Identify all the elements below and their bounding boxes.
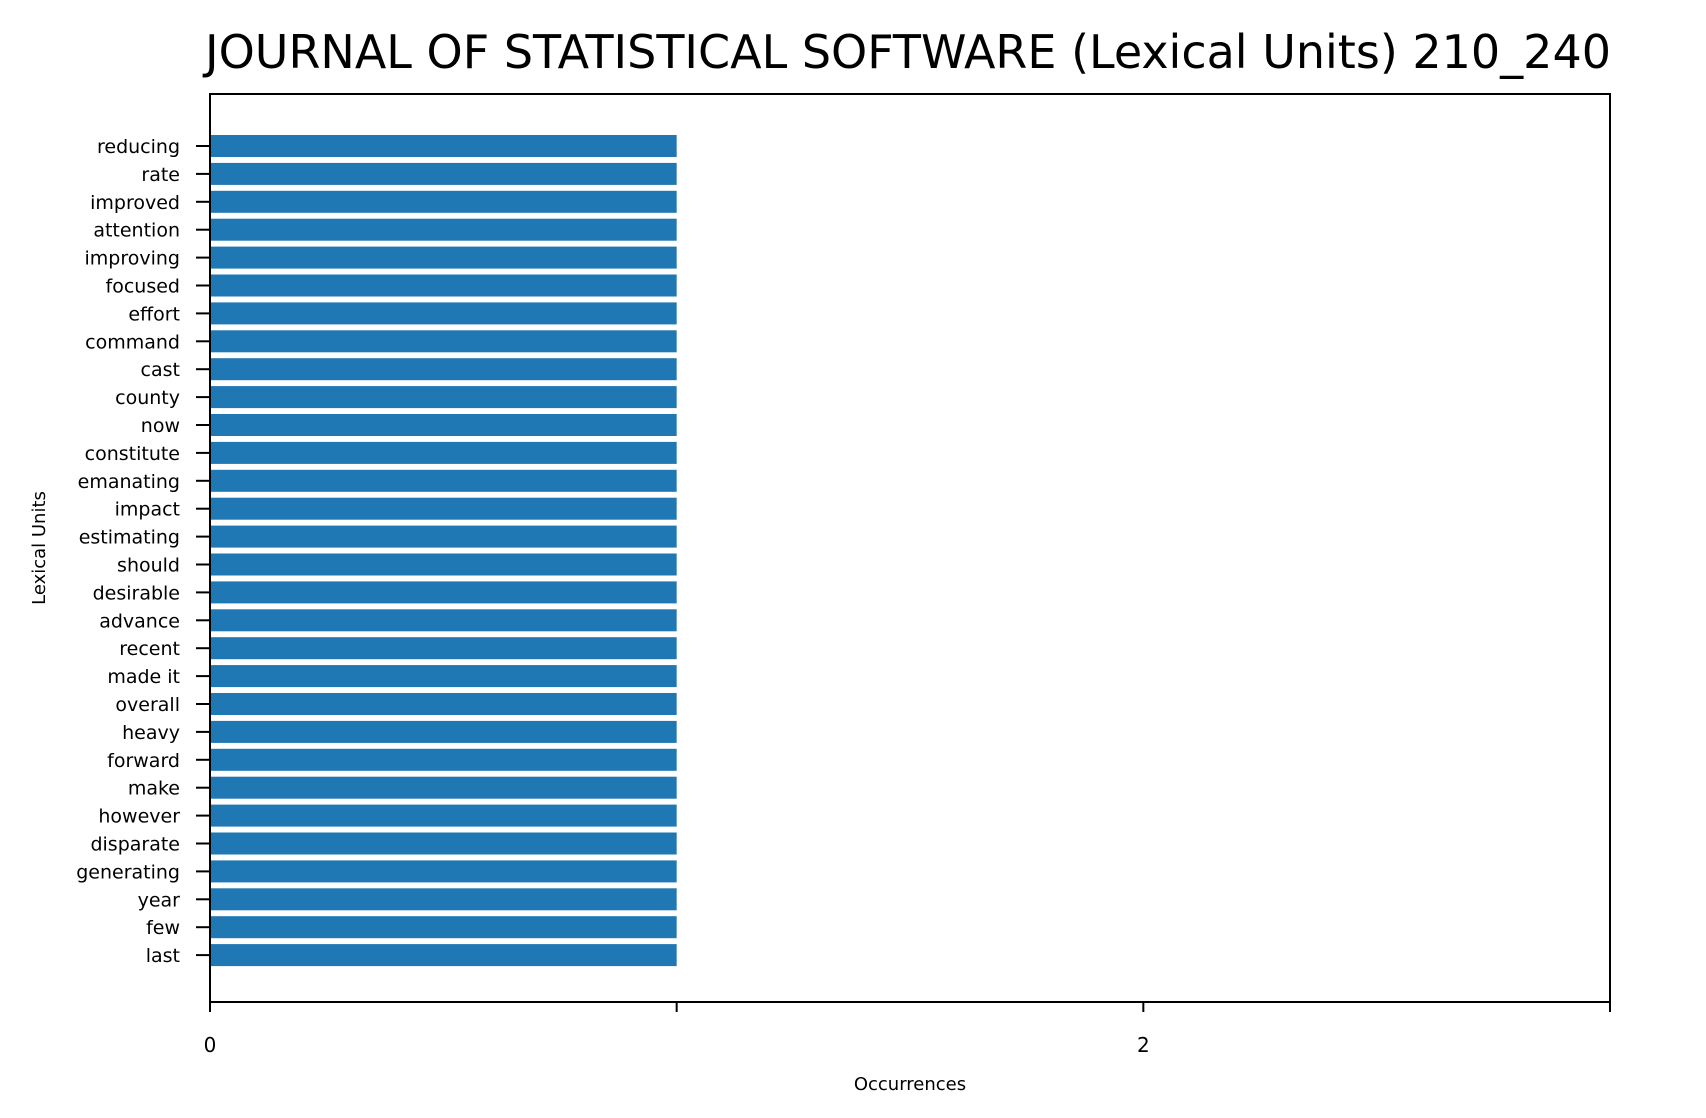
y-tick-label: command <box>85 331 180 353</box>
bar <box>210 888 677 911</box>
bar <box>210 246 677 269</box>
bar <box>210 832 677 855</box>
y-tick-label: few <box>146 917 180 939</box>
bar <box>210 553 677 576</box>
bar <box>210 218 677 241</box>
bar <box>210 441 677 464</box>
bar <box>210 665 677 688</box>
y-tick-label: county <box>115 387 180 409</box>
y-tick-label: should <box>117 555 180 577</box>
chart-title: JOURNAL OF STATISTICAL SOFTWARE (Lexical… <box>202 25 1611 79</box>
bar <box>210 748 677 771</box>
y-tick-label: impact <box>115 499 180 521</box>
bar <box>210 330 677 353</box>
y-tick-label: improved <box>90 192 180 214</box>
x-tick-label: 0 <box>204 1033 217 1057</box>
bar <box>210 916 677 939</box>
y-tick-label: reducing <box>97 136 180 158</box>
bar <box>210 693 677 715</box>
y-tick-label: make <box>128 778 180 800</box>
y-tick-label: disparate <box>90 834 180 856</box>
y-tick-label: rate <box>141 164 180 186</box>
bars-layer <box>210 135 677 967</box>
y-tick-label: forward <box>107 750 180 772</box>
bar <box>210 581 677 604</box>
y-tick-label: year <box>138 889 181 911</box>
bar <box>210 497 677 520</box>
y-tick-label: advance <box>99 610 180 632</box>
y-tick-label: improving <box>85 248 181 270</box>
bar <box>210 720 677 743</box>
bar <box>210 414 677 436</box>
y-tick-label: desirable <box>93 582 180 604</box>
bar <box>210 525 677 548</box>
y-tick-label: last <box>146 945 180 967</box>
y-axis-ticks: reducing rate improved attention improving fo… <box>76 136 210 967</box>
bar <box>210 302 677 325</box>
y-axis-label: Lexical Units <box>29 491 50 605</box>
bar <box>210 358 677 381</box>
y-tick-label: overall <box>115 694 180 716</box>
x-tick-label: 2 <box>1137 1033 1150 1057</box>
bar <box>210 386 677 409</box>
bar <box>210 860 677 883</box>
x-axis-label: Occurrences <box>854 1074 966 1095</box>
y-tick-label: cast <box>141 359 180 381</box>
y-tick-label: recent <box>119 638 180 660</box>
y-tick-label: attention <box>93 220 180 242</box>
y-tick-label: effort <box>128 303 180 325</box>
bar <box>210 162 677 185</box>
plot-frame <box>209 93 1611 1003</box>
y-tick-label: heavy <box>122 722 180 744</box>
y-tick-label: now <box>141 415 180 437</box>
y-tick-label: constitute <box>85 443 180 465</box>
y-tick-label: estimating <box>79 527 180 549</box>
bar <box>210 637 677 660</box>
y-tick-label: generating <box>76 861 180 883</box>
y-tick-label: made it <box>107 666 180 688</box>
bar <box>210 274 677 297</box>
bar <box>210 944 677 967</box>
bar <box>210 804 677 827</box>
bar <box>210 776 677 799</box>
y-tick-label: focused <box>106 276 180 298</box>
bar <box>210 609 677 632</box>
bar <box>210 190 677 213</box>
bar <box>210 469 677 492</box>
bar <box>210 135 677 157</box>
y-tick-label: emanating <box>78 471 180 493</box>
y-tick-label: however <box>98 806 180 828</box>
